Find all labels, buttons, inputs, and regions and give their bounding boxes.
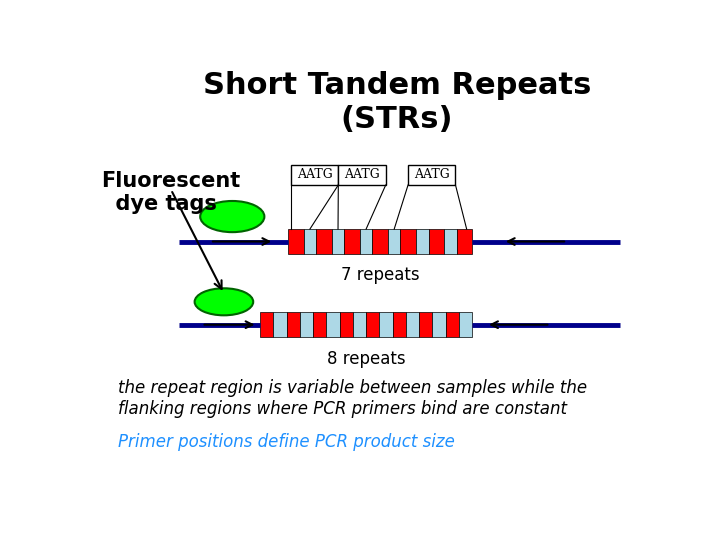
Bar [416, 229, 428, 254]
Ellipse shape [194, 288, 253, 315]
Bar [459, 312, 472, 337]
Bar [372, 229, 388, 254]
Bar [338, 165, 386, 185]
Bar [360, 229, 372, 254]
Bar [313, 312, 326, 337]
Bar [274, 312, 287, 337]
Bar [304, 229, 316, 254]
Bar [260, 312, 274, 337]
Bar [444, 229, 456, 254]
Bar [300, 312, 313, 337]
Bar [428, 229, 444, 254]
Bar [366, 312, 379, 337]
Bar [288, 229, 304, 254]
Ellipse shape [200, 201, 264, 232]
Text: Fluorescent
  dye tags: Fluorescent dye tags [101, 171, 240, 214]
Bar [400, 229, 416, 254]
Bar [344, 229, 360, 254]
Bar [419, 312, 433, 337]
Text: AATG: AATG [414, 168, 450, 181]
Bar [408, 165, 456, 185]
Bar [388, 229, 400, 254]
Bar [287, 312, 300, 337]
Bar [291, 165, 338, 185]
Text: the repeat region is variable between samples while the
flanking regions where P: the repeat region is variable between sa… [118, 379, 587, 417]
Bar [433, 312, 446, 337]
Text: AATG: AATG [297, 168, 333, 181]
Bar [456, 229, 472, 254]
Bar [316, 229, 332, 254]
Text: AATG: AATG [344, 168, 380, 181]
Bar [379, 312, 392, 337]
Bar [340, 312, 353, 337]
Bar [332, 229, 344, 254]
Bar [326, 312, 340, 337]
Bar [406, 312, 419, 337]
Bar [353, 312, 366, 337]
Text: Primer positions define PCR product size: Primer positions define PCR product size [118, 433, 455, 451]
Text: 8 repeats: 8 repeats [327, 349, 405, 368]
Bar [392, 312, 406, 337]
Text: 7 repeats: 7 repeats [341, 266, 420, 285]
Bar [446, 312, 459, 337]
Text: Short Tandem Repeats
(STRs): Short Tandem Repeats (STRs) [203, 71, 591, 133]
